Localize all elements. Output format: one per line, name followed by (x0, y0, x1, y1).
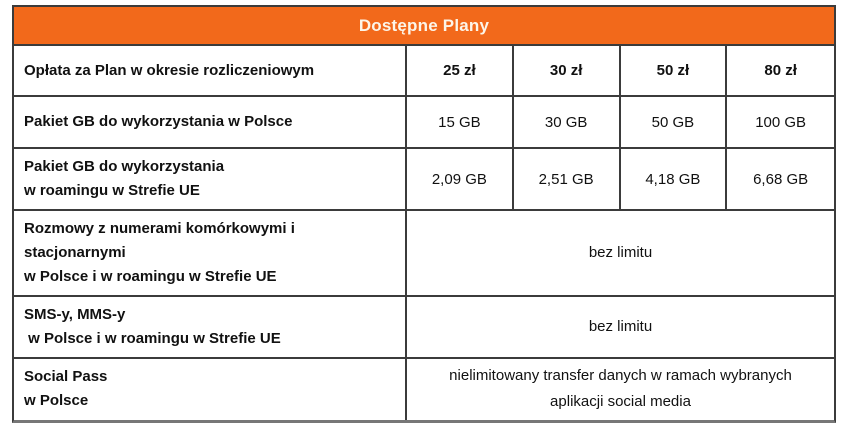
plan-value-cell: 25 zł (407, 46, 514, 95)
plan-value-cell: 6,68 GB (753, 170, 809, 188)
plan-value-cell: 50 zł (621, 46, 728, 95)
table-row: Social Pass w Polsce nielimitowany transfe… (14, 357, 834, 420)
row-label-line: Pakiet GB do wykorzystania w Polsce (24, 113, 293, 130)
row-label-line: w Polsce (24, 392, 89, 410)
merged-value-cell: nielimitowany transfer danych w ramach w… (449, 367, 792, 411)
plan-value-cell: 4,18 GB (621, 149, 728, 209)
row-label: Rozmowy z numerami komórkowymi i stacjona… (14, 211, 407, 295)
table-body: Opłata za Plan w okresie rozliczeniowym 2… (14, 44, 834, 420)
table-row: SMS-y, MMS-y w Polsce i w roamingu w Str… (14, 295, 834, 357)
plan-value-cell: 15 GB (407, 97, 514, 147)
row-label: Opłata za Plan w okresie rozliczeniowym (14, 46, 407, 95)
merged-value-cell: bez limitu (588, 317, 653, 335)
row-label-line: Pakiet GB do wykorzystania (24, 158, 225, 175)
merged-value-cell: bez limitu (588, 243, 653, 261)
plan-value-cell: 50 GB (621, 97, 728, 147)
row-label-line: SMS-y, MMS-y (24, 306, 126, 323)
row-label-line: Opłata za Plan w okresie rozliczeniowym (24, 61, 315, 79)
plan-value-cell: 2,09 GB (407, 149, 514, 209)
row-label-line: Social Pass (24, 368, 108, 386)
plan-value-cell: 80 zł (764, 62, 797, 79)
row-label-line: Rozmowy z numerami komórkowymi i (24, 220, 295, 237)
plan-value-cell: 100 GB (755, 113, 807, 131)
table-title: Dostępne Plany (358, 15, 490, 35)
table-row: Opłata za Plan w okresie rozliczeniowym 2… (14, 44, 834, 95)
plan-value-cell: 2,51 GB (514, 149, 621, 209)
row-label: Pakiet GB do wykorzystania w Polsce (14, 97, 407, 147)
row-label: SMS-y, MMS-y w Polsce i w roamingu w Str… (14, 297, 407, 357)
table-row: Pakiet GB do wykorzystania w roamingu w S… (14, 147, 834, 209)
plan-value-cell: 30 GB (514, 97, 621, 147)
row-label-line: w roamingu w Strefie UE (24, 182, 200, 199)
row-label-line: stacjonarnymi (24, 244, 126, 261)
row-label-line: w Polsce i w roamingu w Strefie UE (24, 330, 281, 347)
table-row: Pakiet GB do wykorzystania w Polsce 15 GB… (14, 95, 834, 147)
table-title-bar: Dostępne Plany (14, 7, 834, 44)
plan-value-cell: 30 zł (514, 46, 621, 95)
row-label: Social Pass w Polsce (14, 359, 407, 420)
row-label: Pakiet GB do wykorzystania w roamingu w S… (14, 149, 407, 209)
table-row: Rozmowy z numerami komórkowymi i stacjona… (14, 209, 834, 295)
row-label-line: w Polsce i w roamingu w Strefie UE (24, 268, 277, 285)
plans-table: Dostępne Plany Opłata za Plan w okresie … (12, 5, 836, 423)
